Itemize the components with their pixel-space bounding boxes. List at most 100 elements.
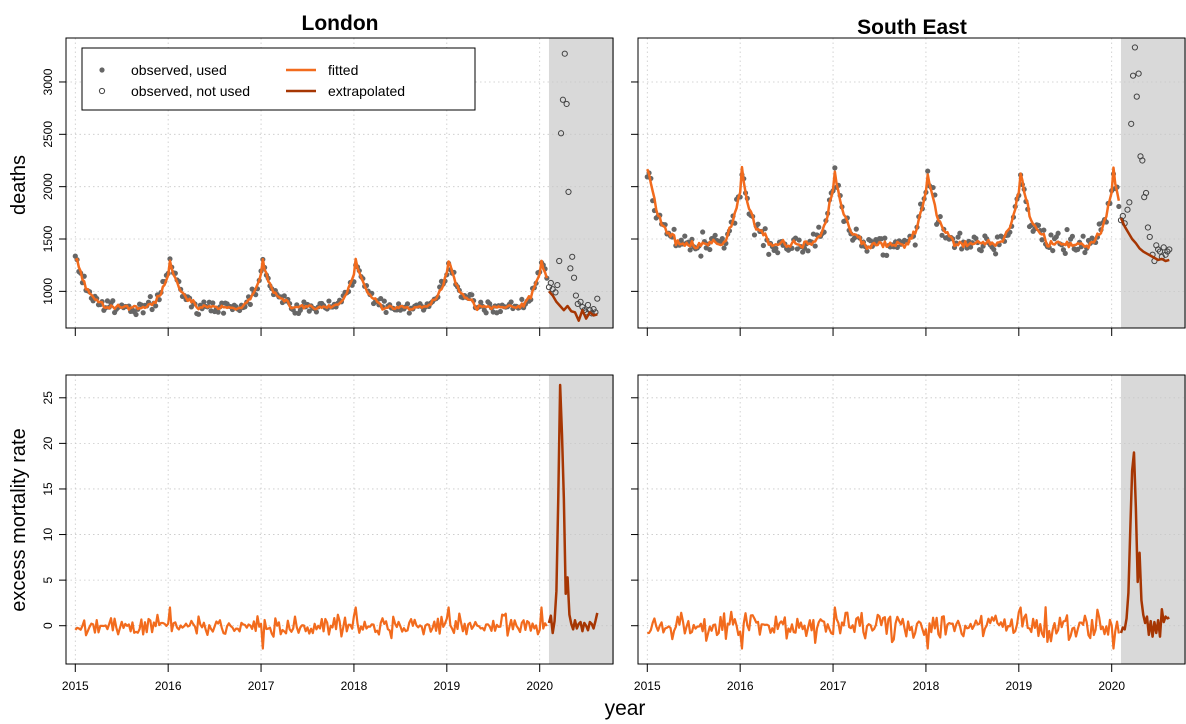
observed-used-point <box>864 248 870 254</box>
observed-not-used-point <box>1129 72 1137 79</box>
observed-used-point <box>219 300 225 306</box>
observed-not-used-point <box>1133 93 1140 100</box>
observed-used-point <box>751 232 758 238</box>
observed-used-point <box>937 213 943 220</box>
observed-used-point <box>220 310 227 316</box>
observed-used-point <box>1048 232 1054 238</box>
observed-not-used-point <box>1160 244 1167 251</box>
panel-title-south-east: South East <box>857 16 967 39</box>
observed-not-used-point <box>570 274 578 281</box>
observed-used-point <box>110 298 116 304</box>
observed-used-point <box>469 292 475 298</box>
fitted-line <box>647 606 1120 650</box>
legend-filled-point-icon <box>99 67 105 73</box>
legend-label-observed-not-used: observed, not used <box>131 83 250 99</box>
observed-used-point <box>775 250 781 256</box>
panel-london-excess: 0 5 10 15 20 25 2015 2016 2017 2018 2019 2020 <box>41 374 614 693</box>
observed-used-point <box>1062 250 1068 256</box>
observed-used-point <box>306 308 312 314</box>
legend-box <box>81 47 476 111</box>
observed-used-point <box>992 251 999 257</box>
observed-not-used-point <box>1119 212 1126 220</box>
observed-used-point <box>973 235 979 242</box>
legend-label-extrapolated: extrapolated <box>328 83 405 99</box>
observed-not-used-point <box>1131 44 1139 51</box>
observed-used-point <box>925 168 931 174</box>
observed-not-used-point <box>556 257 563 265</box>
y-tick-label: 1500 <box>41 225 55 252</box>
observed-used-point <box>508 299 514 305</box>
observed-used-point <box>1075 246 1081 252</box>
observed-used-point <box>487 301 493 307</box>
observed-not-used-point <box>1166 246 1173 253</box>
observed-used-point <box>1064 226 1070 233</box>
extrapolated-line <box>547 383 599 635</box>
plot-frame <box>637 374 1186 665</box>
observed-used-point <box>991 246 997 253</box>
x-tick-label: 2017 <box>820 679 847 693</box>
observed-used-point <box>188 304 194 310</box>
observed-used-point <box>812 243 818 249</box>
x-tick-label: 2017 <box>248 679 275 693</box>
observed-used-point <box>483 310 489 316</box>
observed-used-point <box>1035 222 1042 228</box>
fitted-line <box>74 606 548 650</box>
y-axis-label-deaths: deaths <box>8 155 30 215</box>
observed-used-point <box>689 236 695 242</box>
observed-not-used-point <box>1126 199 1133 206</box>
y-tick-label: 5 <box>41 576 55 583</box>
observed-used-point <box>1039 237 1045 243</box>
observed-not-used-point <box>557 130 565 137</box>
observed-used-point <box>383 309 389 316</box>
observed-not-used-point <box>567 265 574 272</box>
observed-used-point <box>700 229 706 235</box>
observed-used-point <box>478 299 484 305</box>
observed-used-point <box>153 303 159 309</box>
y-tick-label: 2000 <box>41 173 55 200</box>
observed-used-point <box>816 224 822 230</box>
panel-south-east-deaths: South East <box>631 16 1186 336</box>
observed-used-point <box>210 300 216 306</box>
y-tick-label: 15 <box>41 482 55 496</box>
panel-south-east-excess: 2015 2016 2017 2018 2019 2020 <box>631 374 1186 693</box>
extrapolated-line <box>1119 451 1170 638</box>
legend-label-observed-used: observed, used <box>131 62 227 78</box>
plot-frame <box>65 374 614 665</box>
extrapolation-region <box>1120 38 1186 328</box>
observed-used-point <box>707 246 713 253</box>
observed-used-point <box>832 165 838 171</box>
panel-title-london: London <box>302 12 379 35</box>
observed-used-point <box>721 245 727 251</box>
observed-used-point <box>773 245 779 252</box>
observed-not-used-point <box>561 50 568 57</box>
observed-used-point <box>215 309 221 315</box>
x-tick-label: 2020 <box>526 679 553 693</box>
observed-not-used-point <box>563 100 570 108</box>
observed-used-point <box>1055 230 1061 236</box>
y-tick-label: 2500 <box>41 121 55 148</box>
observed-used-point <box>404 301 411 307</box>
observed-used-point <box>687 247 693 253</box>
extrapolated-line <box>548 290 598 322</box>
observed-used-point <box>955 234 961 240</box>
observed-used-point <box>712 232 718 238</box>
y-tick-label: 1000 <box>41 278 55 305</box>
observed-used-point <box>939 232 945 238</box>
observed-used-point <box>853 226 859 232</box>
observed-not-used-point <box>1162 251 1169 258</box>
observed-used-point <box>149 306 155 313</box>
observed-not-used-point <box>552 289 559 296</box>
observed-used-point <box>957 230 963 236</box>
plot-frame <box>65 37 614 329</box>
observed-used-point <box>195 311 202 317</box>
observed-not-used-point <box>577 298 584 305</box>
extrapolated-line <box>1119 217 1170 263</box>
observed-not-used-point <box>1156 248 1164 255</box>
legend-label-fitted: fitted <box>328 62 358 78</box>
observed-used-point <box>313 309 320 315</box>
observed-not-used-point <box>547 279 554 287</box>
x-tick-label: 2018 <box>913 679 940 693</box>
observed-not-used-point <box>1135 70 1142 77</box>
observed-not-used-point <box>1124 206 1131 213</box>
